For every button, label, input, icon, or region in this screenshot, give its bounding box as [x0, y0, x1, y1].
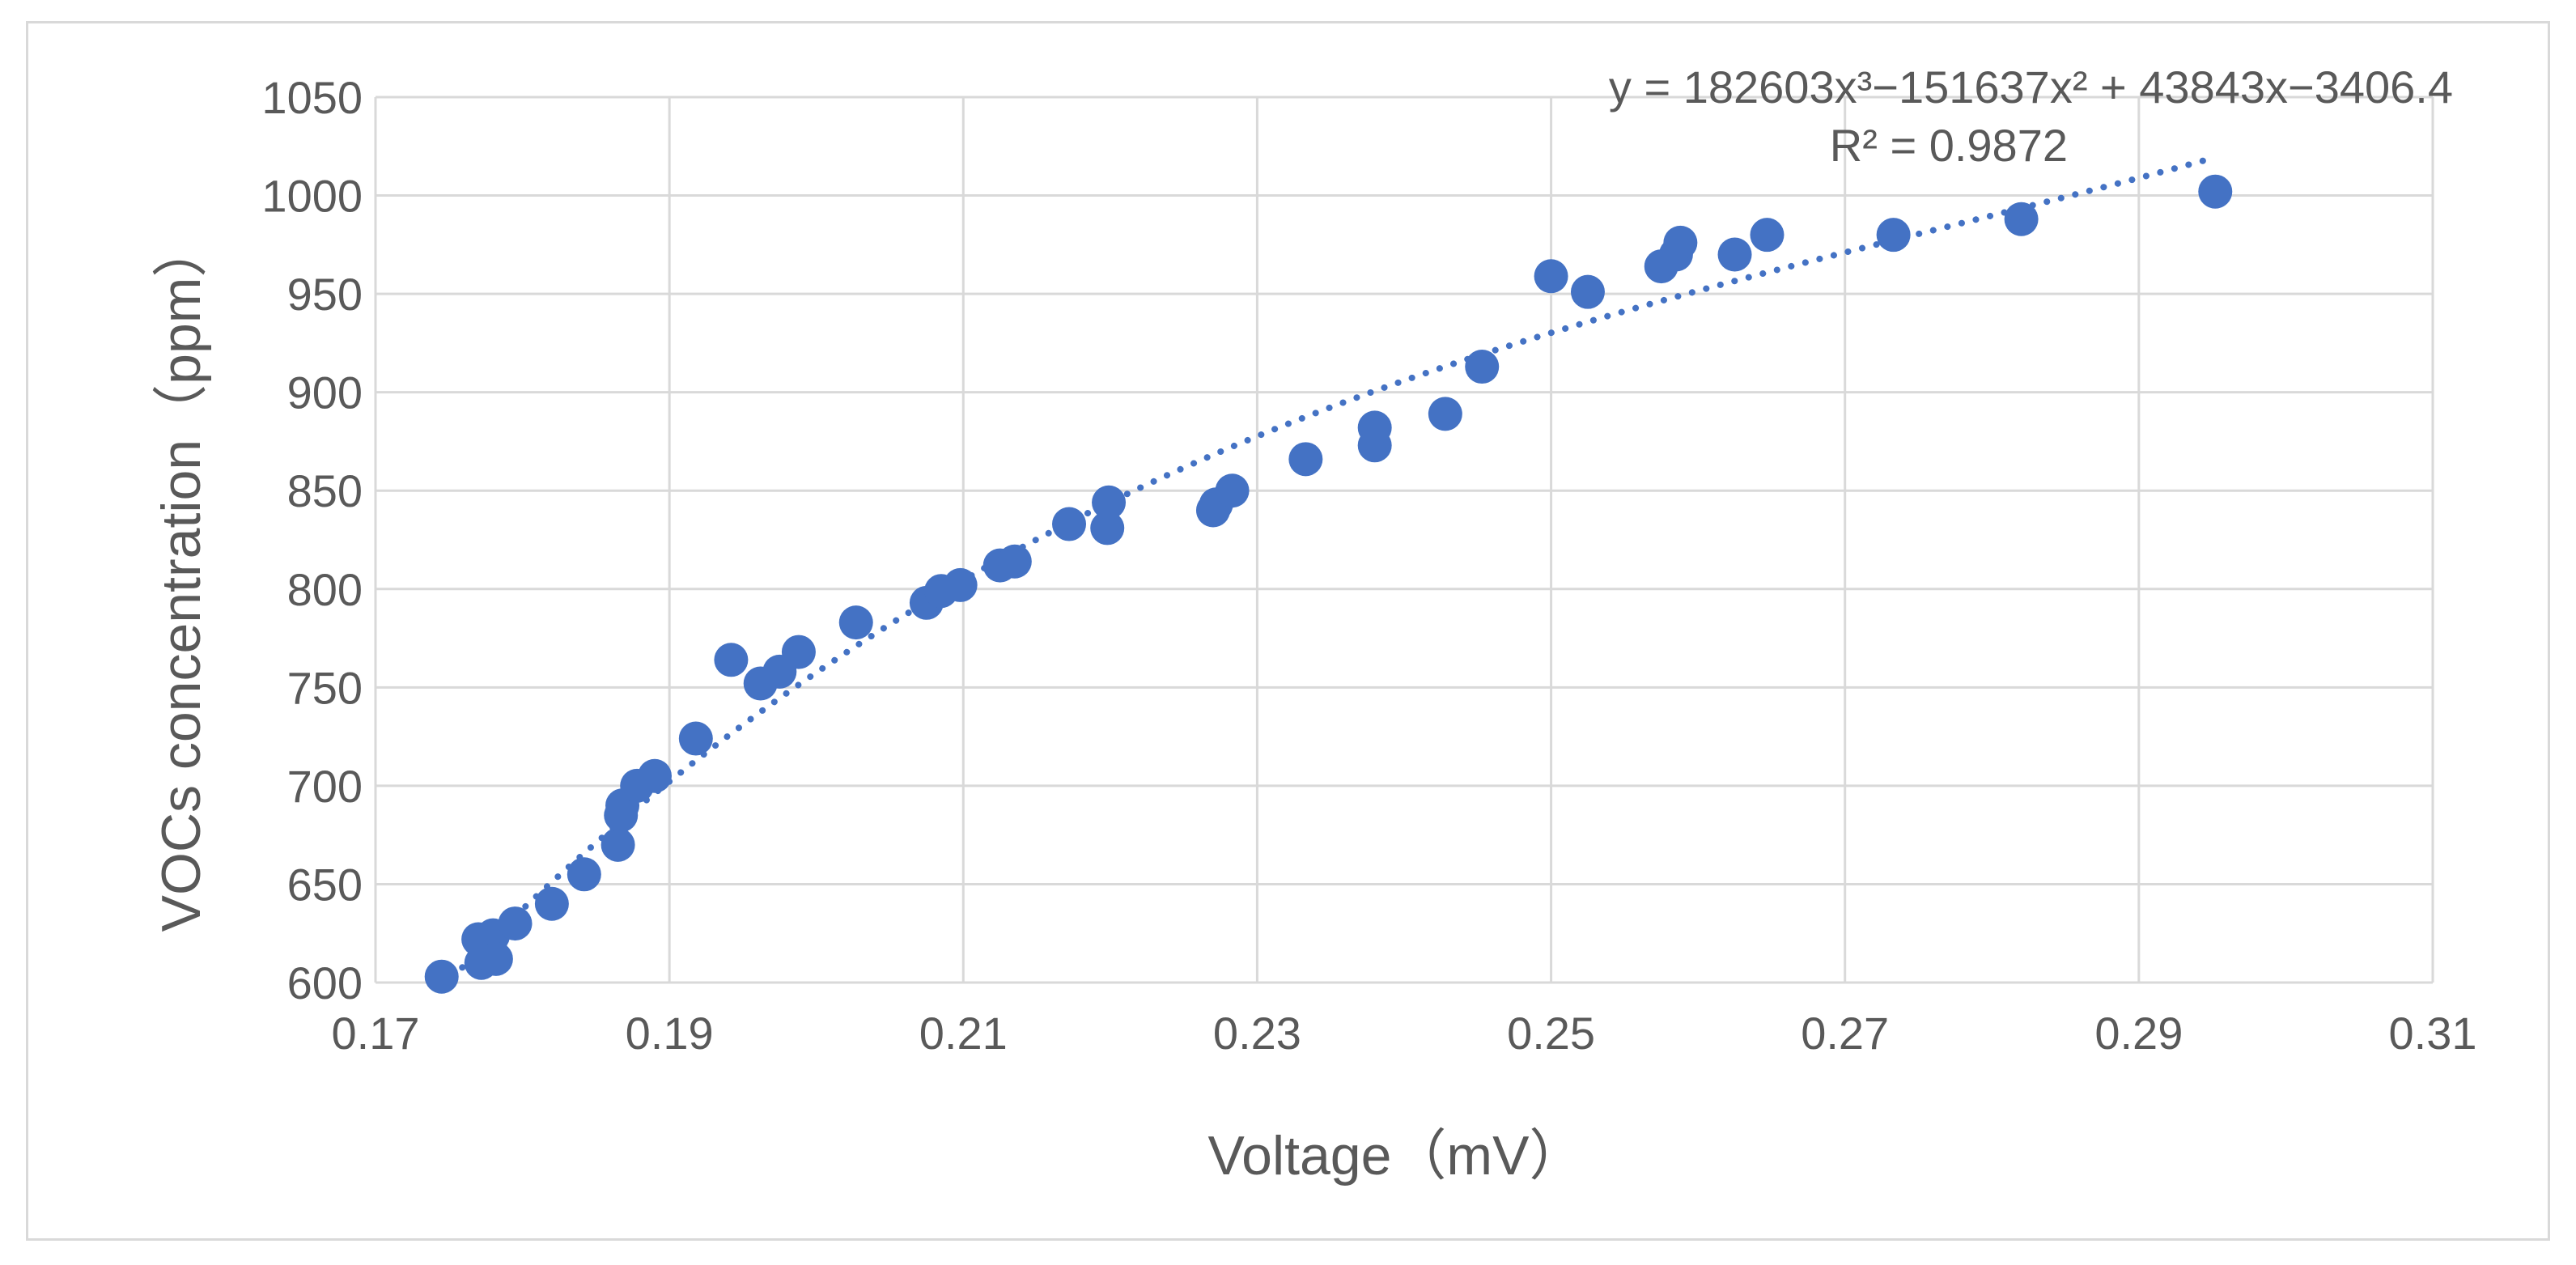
data-point: [2004, 202, 2039, 236]
data-point: [601, 827, 635, 862]
y-axis-ticks: 600 650 700 750 800 850 900 950 1000 1050: [261, 72, 363, 1008]
gridlines: [374, 96, 2434, 984]
y-tick-label: 800: [287, 564, 363, 615]
x-tick-label: 0.17: [332, 1008, 420, 1059]
x-axis-title: Voltage（mV）: [1208, 1125, 1585, 1186]
data-point: [714, 643, 749, 677]
chart-frame: 0.17 0.19 0.21 0.23 0.25 0.27 0.29 0.31 600 650 7…: [26, 21, 2550, 1241]
scatter-chart: 0.17 0.19 0.21 0.23 0.25 0.27 0.29 0.31 600 650 7…: [151, 62, 2477, 1186]
data-point: [1663, 225, 1698, 260]
data-point: [1570, 274, 1605, 309]
data-point: [1465, 350, 1500, 384]
data-point: [1750, 218, 1785, 253]
y-tick-label: 1000: [261, 171, 363, 222]
data-point: [997, 544, 1032, 579]
y-tick-label: 650: [287, 859, 363, 910]
data-point: [1357, 410, 1392, 445]
x-axis-ticks: 0.17 0.19 0.21 0.23 0.25 0.27 0.29 0.31: [332, 1008, 2477, 1059]
x-tick-label: 0.23: [1213, 1008, 1301, 1059]
data-point: [478, 941, 513, 976]
data-point: [2198, 174, 2233, 209]
data-point: [498, 906, 533, 941]
x-tick-label: 0.25: [1507, 1008, 1595, 1059]
data-point: [1717, 237, 1752, 272]
x-tick-label: 0.27: [1801, 1008, 1889, 1059]
data-point: [1428, 397, 1462, 431]
data-point: [943, 567, 978, 602]
x-tick-label: 0.29: [2094, 1008, 2183, 1059]
y-tick-label: 900: [287, 367, 363, 418]
data-point: [1876, 218, 1911, 253]
y-tick-label: 950: [287, 269, 363, 320]
data-point: [678, 721, 713, 756]
data-point: [781, 635, 816, 669]
y-axis-title: VOCs concentration（ppm）: [151, 223, 212, 932]
data-point: [1052, 507, 1087, 541]
data-point: [1092, 485, 1127, 520]
data-point: [1288, 442, 1323, 477]
data-point: [838, 605, 873, 640]
data-point: [567, 857, 601, 892]
data-point: [1215, 473, 1250, 508]
x-tick-label: 0.19: [626, 1008, 714, 1059]
data-point: [1534, 259, 1568, 294]
data-point: [534, 886, 569, 921]
trendline-equation: y = 182603x³−151637x² + 43843x−3406.4: [1609, 62, 2453, 112]
y-tick-label: 750: [287, 662, 363, 713]
data-point: [637, 758, 672, 793]
y-tick-label: 600: [287, 957, 363, 1008]
data-points: [424, 174, 2233, 994]
y-tick-label: 850: [287, 465, 363, 516]
data-point: [1090, 511, 1125, 545]
x-tick-label: 0.31: [2389, 1008, 2477, 1059]
y-tick-label: 700: [287, 761, 363, 812]
trendline: [438, 154, 2219, 992]
r-squared-label: R² = 0.9872: [1830, 120, 2068, 171]
x-tick-label: 0.21: [919, 1008, 1008, 1059]
data-point: [424, 959, 459, 994]
y-tick-label: 1050: [261, 72, 363, 123]
